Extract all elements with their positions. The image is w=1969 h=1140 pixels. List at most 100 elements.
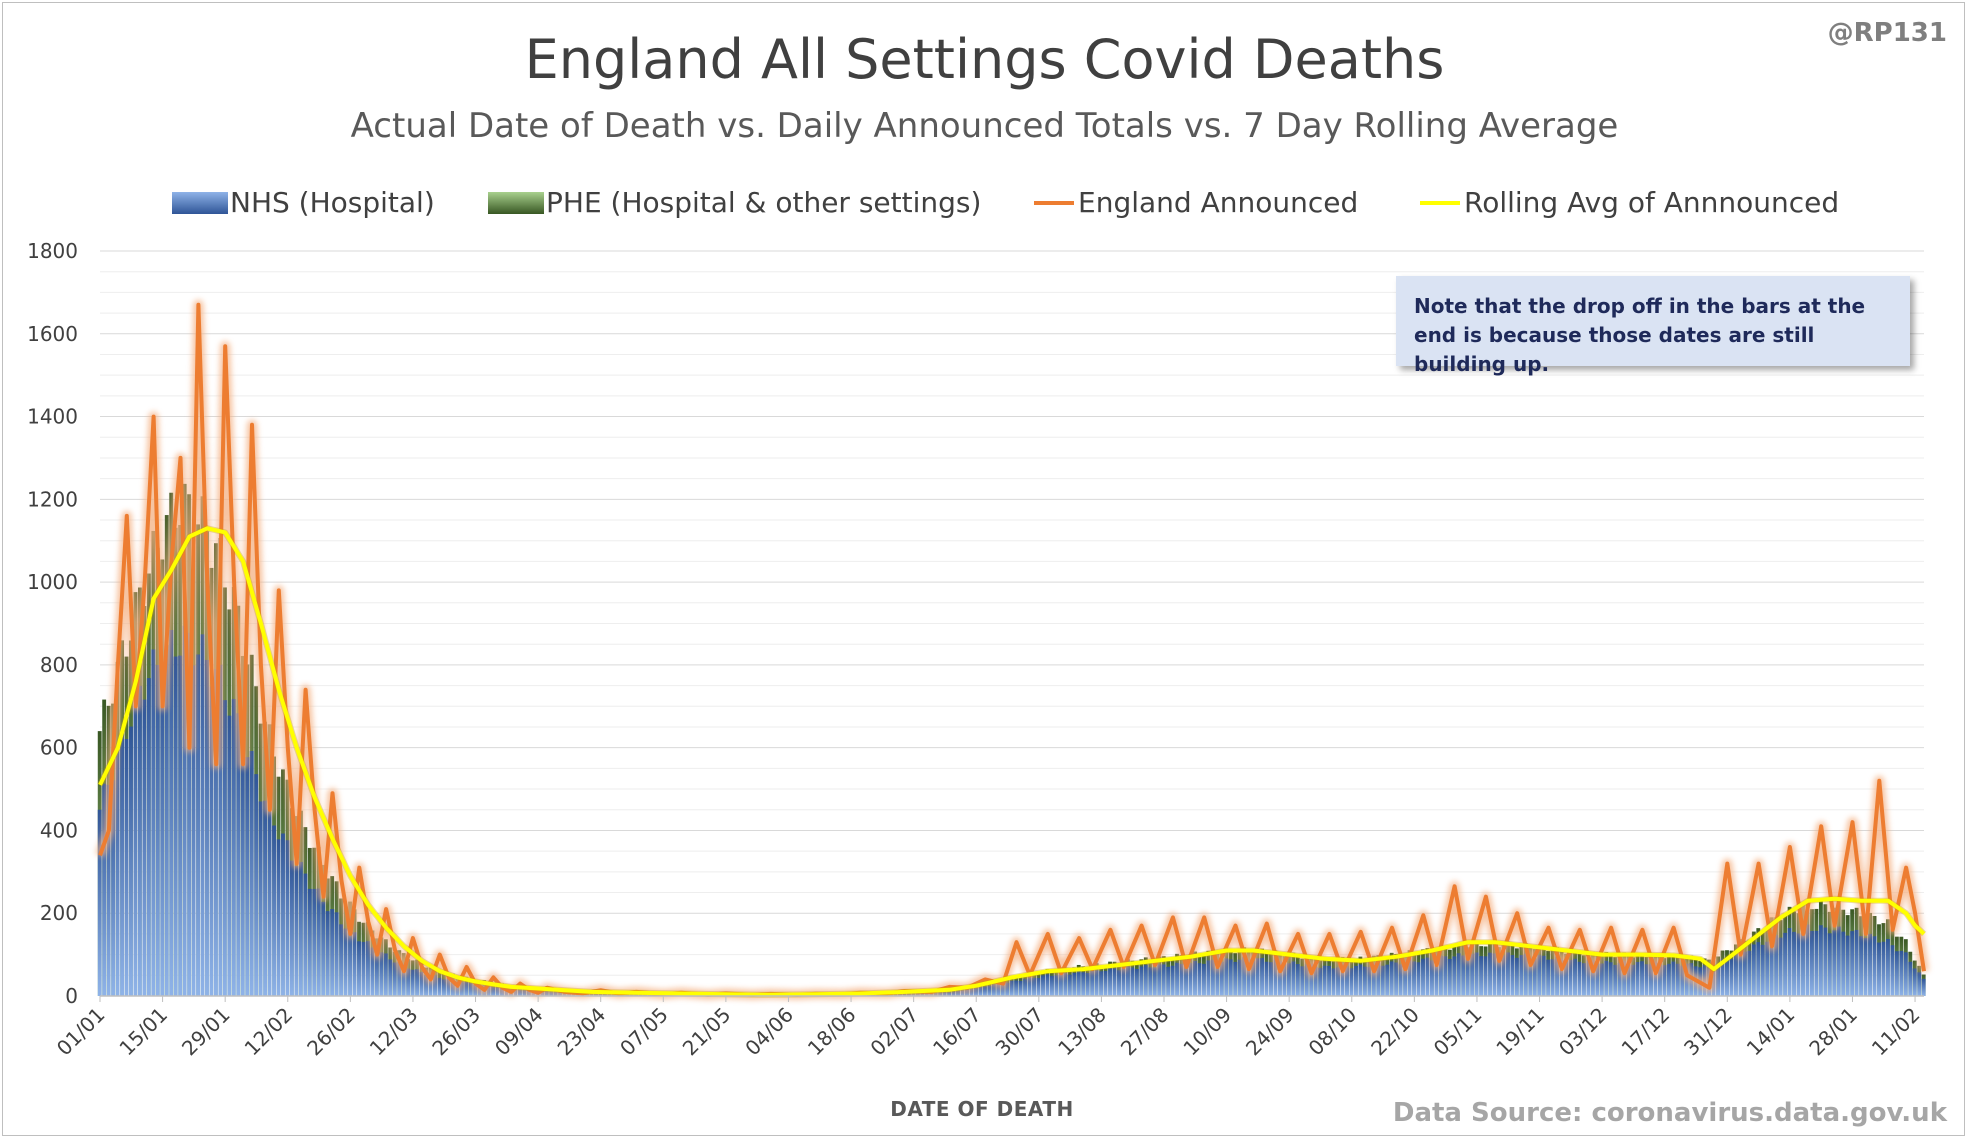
nhs-bar — [182, 625, 187, 996]
y-tick-label: 1400 — [27, 405, 78, 429]
nhs-bar — [1264, 961, 1269, 996]
nhs-bar — [1389, 961, 1394, 996]
nhs-bar — [996, 983, 1001, 996]
x-tick-label: 01/01 — [52, 1003, 110, 1061]
nhs-bar — [1662, 965, 1667, 996]
nhs-bar — [1081, 972, 1086, 996]
nhs-bar — [969, 988, 974, 996]
nhs-bar — [1067, 974, 1072, 996]
nhs-bar — [1309, 963, 1314, 996]
x-tick-label: 24/09 — [1241, 1003, 1299, 1061]
x-tick-label: 09/04 — [490, 1003, 548, 1061]
nhs-bar — [1398, 964, 1403, 996]
nhs-bar — [1050, 975, 1054, 996]
nhs-bar — [1447, 958, 1452, 996]
nhs-bar — [1251, 960, 1256, 996]
nhs-bar — [1805, 924, 1810, 996]
x-tick-label: 13/08 — [1053, 1003, 1111, 1061]
nhs-bar — [442, 979, 446, 996]
nhs-bar — [227, 715, 232, 996]
rolling-line — [98, 526, 1926, 997]
nhs-bar — [1362, 966, 1367, 996]
nhs-bar — [1371, 963, 1376, 996]
nhs-bar — [1108, 968, 1112, 996]
nhs-bar — [1760, 944, 1765, 996]
nhs-bar — [146, 678, 151, 996]
nhs-bar — [254, 774, 259, 996]
x-tick-label: 26/02 — [302, 1003, 360, 1061]
nhs-bar — [339, 924, 344, 996]
nhs-bar — [1085, 972, 1090, 996]
nhs-bar — [1890, 945, 1895, 996]
x-tick-label: 10/09 — [1178, 1003, 1236, 1061]
nhs-bar — [1658, 962, 1662, 996]
nhs-bar — [424, 975, 428, 996]
x-tick-label: 16/07 — [928, 1003, 986, 1061]
nhs-bar — [1863, 937, 1868, 996]
nhs-bar — [1152, 967, 1157, 996]
nhs-bar — [298, 861, 303, 996]
nhs-bar — [951, 991, 956, 996]
nhs-bar — [1461, 955, 1466, 996]
nhs-bar — [1546, 959, 1551, 996]
nhs-bar — [419, 972, 424, 996]
nhs-bar — [321, 901, 326, 996]
nhs-bar — [1005, 982, 1010, 996]
nhs-bar — [357, 941, 361, 996]
y-tick-label: 200 — [40, 901, 78, 925]
nhs-bar — [214, 668, 218, 996]
nhs-bar — [258, 801, 263, 996]
nhs-bar — [1903, 952, 1908, 996]
nhs-bar — [334, 912, 339, 996]
nhs-bar — [379, 952, 384, 996]
nhs-bar — [1810, 930, 1814, 996]
nhs-bar — [1474, 952, 1479, 996]
nhs-bar — [1604, 960, 1609, 996]
legend-swatch-rolling — [1420, 200, 1460, 205]
nhs-bar — [495, 986, 500, 996]
nhs-bar — [1412, 961, 1416, 996]
nhs-bar — [1832, 930, 1837, 996]
nhs-bar — [281, 833, 285, 996]
nhs-bar — [1170, 965, 1175, 996]
x-tick-label: 29/01 — [177, 1003, 235, 1061]
nhs-bar — [1774, 935, 1779, 996]
nhs-bar — [151, 649, 156, 996]
nhs-bar — [325, 911, 330, 996]
nhs-bar — [1483, 956, 1488, 996]
nhs-bar — [1479, 956, 1484, 996]
nhs-bar — [947, 991, 952, 996]
x-tick-label: 07/05 — [615, 1003, 673, 1061]
nhs-bar — [187, 633, 192, 996]
nhs-bar — [1470, 953, 1475, 996]
nhs-bar — [397, 961, 402, 996]
nhs-bar — [169, 629, 174, 996]
nhs-bar — [388, 959, 393, 996]
nhs-bar — [1514, 957, 1519, 996]
x-tick-label: 27/08 — [1116, 1003, 1174, 1061]
nhs-bar — [1295, 964, 1300, 996]
nhs-bar — [142, 699, 147, 996]
nhs-bar — [1126, 966, 1130, 996]
nhs-bar — [276, 839, 281, 996]
nhs-bar — [1751, 944, 1756, 996]
nhs-bar — [1908, 961, 1913, 996]
nhs-bar — [240, 750, 245, 996]
nhs-bar — [1197, 963, 1202, 996]
nhs-bar — [290, 860, 294, 996]
nhs-bar — [1769, 934, 1774, 996]
nhs-bar — [1497, 956, 1501, 996]
nhs-bar — [1541, 955, 1546, 996]
nhs-bar — [1725, 958, 1729, 996]
nhs-bar — [1917, 972, 1922, 996]
nhs-bar — [1564, 961, 1568, 996]
nhs-bar — [200, 634, 205, 996]
nhs-bar — [218, 664, 223, 996]
nhs-bar — [1734, 954, 1738, 996]
nhs-bar — [982, 986, 987, 996]
x-tick-label: 14/01 — [1742, 1003, 1800, 1061]
nhs-bar — [1228, 959, 1233, 996]
nhs-bar — [1608, 962, 1613, 996]
nhs-bar — [1555, 956, 1560, 996]
nhs-bar — [1286, 963, 1291, 996]
